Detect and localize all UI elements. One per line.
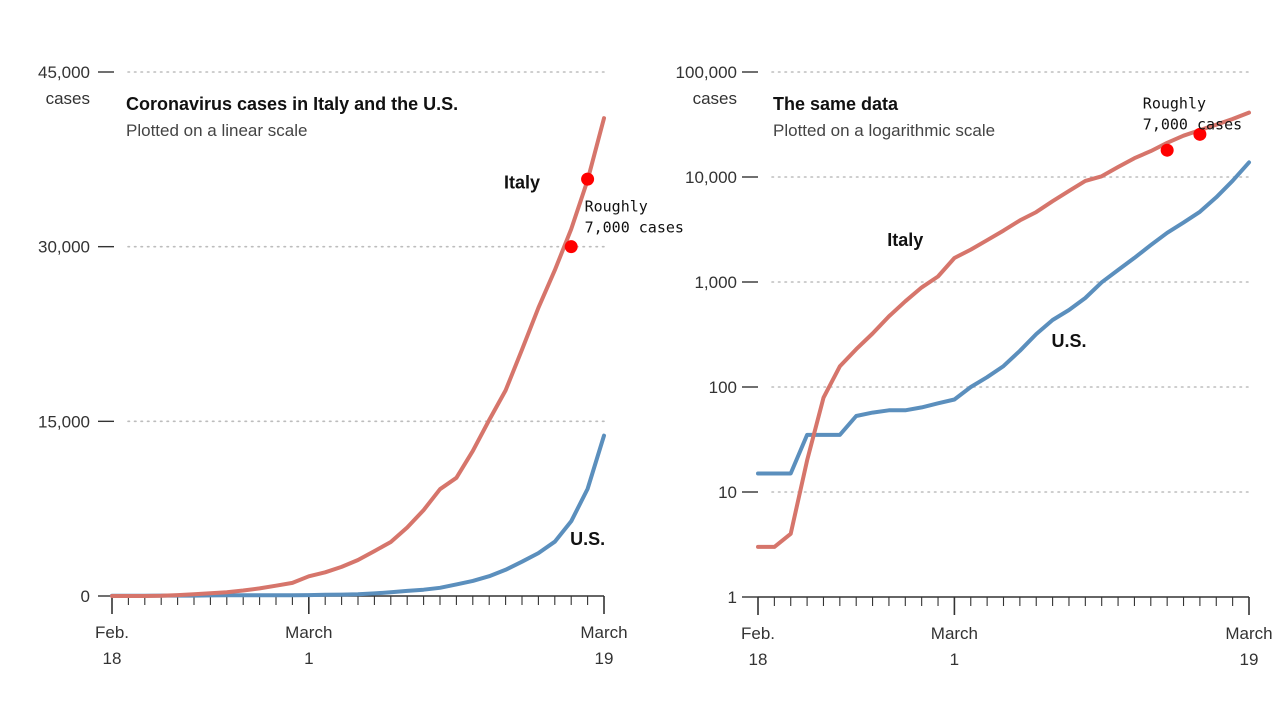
log-x-tick-labels: Feb. 18 March 1 March 19 <box>741 624 1273 669</box>
log-x-tick-label-line1: March <box>931 624 978 643</box>
linear-y-ticks: 0 15,000 30,000 45,000 <box>38 63 114 606</box>
log-y-tick-label: 10,000 <box>685 168 737 187</box>
log-chart-title: The same data <box>773 94 899 114</box>
linear-series-label-italy: Italy <box>504 172 540 192</box>
log-chart-subtitle: Plotted on a logarithmic scale <box>773 121 995 140</box>
log-y-tick-label: 1 <box>728 588 737 607</box>
log-chart-panel: 1 10 100 1,000 10,000 100,000 cases Feb. 18 Mar… <box>676 63 1273 669</box>
linear-series-line-us <box>110 433 606 598</box>
log-series-line-italy <box>756 110 1251 549</box>
log-markers <box>1160 127 1207 157</box>
log-series-label-italy: Italy <box>887 230 923 250</box>
linear-y-tick-label: 15,000 <box>38 412 90 431</box>
linear-y-unit-label: cases <box>46 89 90 108</box>
linear-markers <box>564 172 595 254</box>
linear-x-tick-label-line2: 19 <box>595 649 614 668</box>
log-x-tick-label-line2: 19 <box>1240 650 1259 669</box>
linear-series-labels: Italy U.S. <box>504 172 605 548</box>
linear-chart-title: Coronavirus cases in Italy and the U.S. <box>126 94 458 114</box>
linear-y-tick-label: 45,000 <box>38 63 90 82</box>
log-y-tick-label: 100 <box>709 378 737 397</box>
log-highlight-marker <box>1193 127 1207 141</box>
linear-series-line-italy <box>110 116 606 598</box>
log-y-unit-label: cases <box>693 89 737 108</box>
linear-x-tick-label-line2: 18 <box>103 649 122 668</box>
log-annotation-line: 7,000 cases <box>1143 115 1242 133</box>
log-gridlines <box>771 71 1250 493</box>
log-series-line-us <box>756 160 1251 476</box>
log-x-ticks <box>757 597 1250 615</box>
log-x-tick-label-line2: 1 <box>950 650 959 669</box>
linear-y-tick-label: 0 <box>81 587 90 606</box>
linear-gridlines <box>127 71 605 423</box>
linear-series-lines <box>110 116 606 598</box>
linear-y-tick-label: 30,000 <box>38 238 90 257</box>
log-annotation: Roughly 7,000 cases <box>1143 94 1242 133</box>
log-x-tick-label-line1: Feb. <box>741 624 775 643</box>
log-annotation-line: Roughly <box>1143 94 1206 112</box>
log-series-labels: Italy U.S. <box>887 230 1086 351</box>
linear-x-tick-label-line1: March <box>580 623 627 642</box>
log-x-tick-label-line1: March <box>1225 624 1272 643</box>
linear-x-ticks <box>111 596 605 614</box>
log-y-tick-label: 10 <box>718 483 737 502</box>
log-y-ticks: 1 10 100 1,000 10,000 100,000 <box>676 63 758 607</box>
log-x-tick-label-line2: 18 <box>749 650 768 669</box>
log-series-label-us: U.S. <box>1051 331 1086 351</box>
log-y-tick-label: 1,000 <box>694 273 737 292</box>
linear-annotation: Roughly 7,000 cases <box>585 198 684 237</box>
log-series-lines <box>756 110 1251 549</box>
linear-annotation-line: 7,000 cases <box>585 219 684 237</box>
linear-x-tick-label-line2: 1 <box>304 649 313 668</box>
log-y-tick-label: 100,000 <box>676 63 737 82</box>
linear-annotation-line: Roughly <box>585 198 648 216</box>
linear-series-label-us: U.S. <box>570 529 605 549</box>
linear-highlight-marker <box>581 172 595 186</box>
linear-x-tick-label-line1: March <box>285 623 332 642</box>
linear-chart-subtitle: Plotted on a linear scale <box>126 121 307 140</box>
log-highlight-marker <box>1160 143 1174 157</box>
linear-chart-panel: 0 15,000 30,000 45,000 cases Feb. 18 March 1 Ma… <box>38 63 684 668</box>
linear-x-tick-label-line1: Feb. <box>95 623 129 642</box>
linear-x-tick-labels: Feb. 18 March 1 March 19 <box>95 623 628 668</box>
linear-highlight-marker <box>564 240 578 254</box>
